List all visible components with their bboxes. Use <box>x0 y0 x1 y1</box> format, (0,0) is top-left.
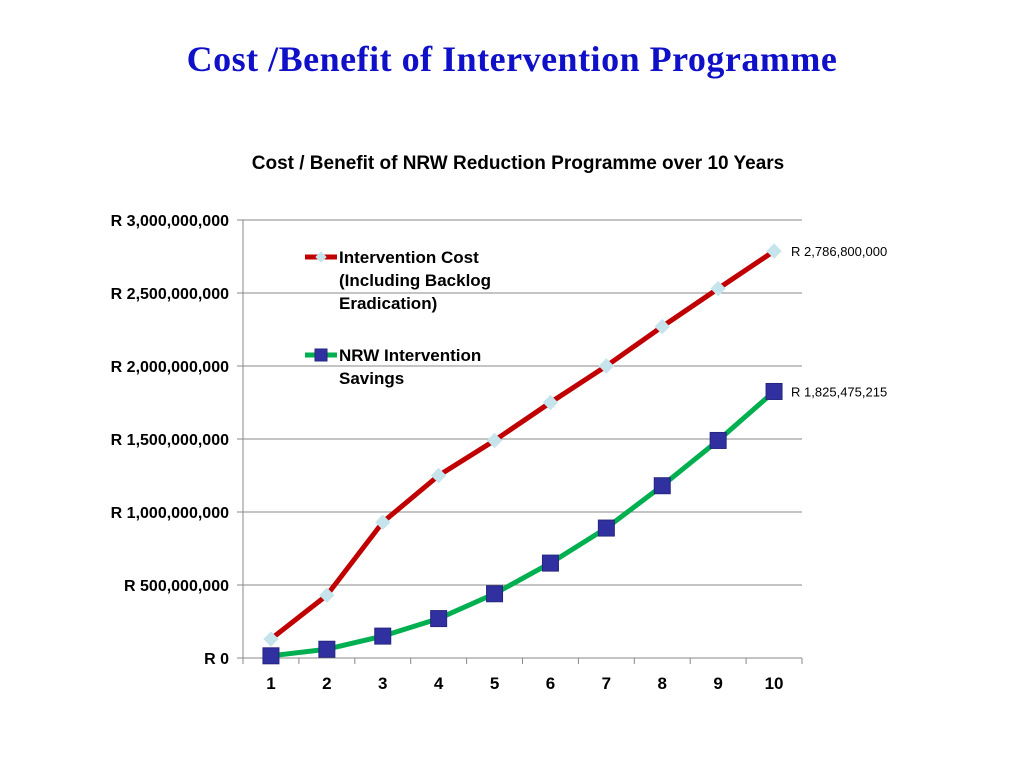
y-tick-label: R 0 <box>204 651 229 668</box>
x-tick-label: 2 <box>322 674 331 693</box>
y-tick-label: R 3,000,000,000 <box>111 213 229 230</box>
series-line-2 <box>270 389 776 659</box>
x-tick-label: 9 <box>713 674 722 693</box>
legend-label-2: NRW Intervention <box>339 346 481 365</box>
data-label-2: R 1,825,475,215 <box>791 384 887 399</box>
x-tick-label: 6 <box>546 674 555 693</box>
series-1-point <box>263 631 279 647</box>
legend-marker-1 <box>315 251 327 263</box>
x-tick-label: 10 <box>765 674 784 693</box>
series-1-point <box>319 587 335 603</box>
series-2-point <box>318 640 336 658</box>
y-tick-label: R 1,500,000,000 <box>111 432 229 449</box>
series-1-point <box>766 243 782 259</box>
chart-title: Cost / Benefit of NRW Reduction Programm… <box>252 153 785 174</box>
legend-label-1: Intervention Cost <box>339 248 479 267</box>
series-2-point <box>541 554 559 572</box>
legend-label-1: (Including Backlog <box>339 271 491 290</box>
series-2-point <box>597 519 615 537</box>
series-1-point <box>598 358 615 374</box>
series-2-point <box>374 627 392 645</box>
legend-marker-2 <box>314 348 328 362</box>
series-1-point <box>710 280 726 297</box>
x-tick-label: 8 <box>658 674 667 693</box>
legend-label-1: Eradication) <box>339 294 437 313</box>
y-tick-label: R 1,000,000,000 <box>111 505 229 522</box>
slide-title: Cost /Benefit of Intervention Programme <box>186 39 838 79</box>
data-label-1: R 2,786,800,000 <box>791 244 887 259</box>
series-1-point <box>486 432 503 449</box>
series-1-point <box>542 394 559 411</box>
x-tick-label: 1 <box>266 674 275 693</box>
x-tick-label: 4 <box>434 674 444 693</box>
series-2-point <box>430 610 448 628</box>
series-1-point <box>375 514 391 530</box>
series-2-point <box>486 585 504 603</box>
series-line-1 <box>269 249 776 641</box>
series-1-point <box>430 467 447 484</box>
x-tick-label: 3 <box>378 674 387 693</box>
y-tick-label: R 2,500,000,000 <box>111 286 229 303</box>
series-1-point <box>654 318 670 335</box>
legend-label-2: Savings <box>339 369 404 388</box>
y-tick-label: R 2,000,000,000 <box>111 359 229 376</box>
x-tick-label: 5 <box>490 674 499 693</box>
series-2-point <box>765 382 783 400</box>
series-2-point <box>262 647 280 665</box>
y-tick-label: R 500,000,000 <box>124 578 229 595</box>
x-tick-label: 7 <box>602 674 611 693</box>
series-2-point <box>709 431 727 449</box>
series-2-point <box>653 477 671 495</box>
